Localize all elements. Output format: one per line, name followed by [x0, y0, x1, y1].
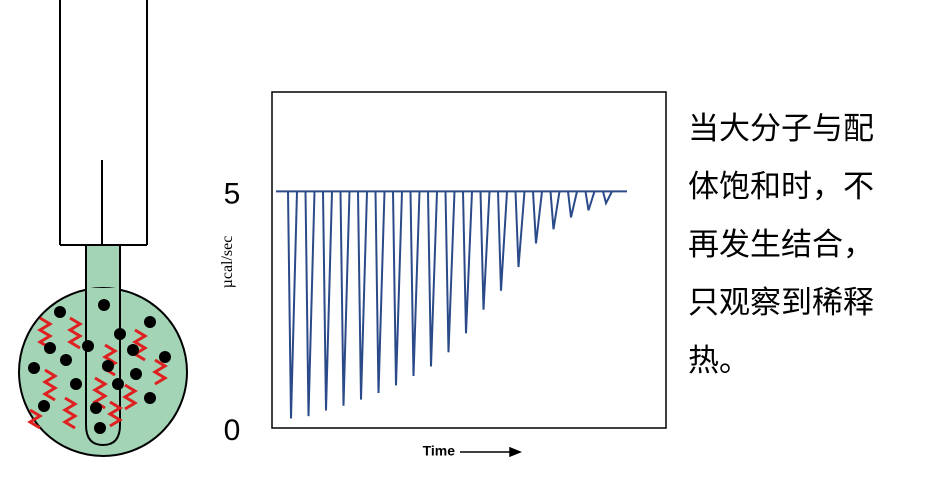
injection-peak — [567, 191, 578, 218]
injection-peak — [427, 191, 438, 367]
injection-peak — [374, 191, 386, 394]
y-tick-label: 5 — [224, 177, 241, 210]
caption-line: 当大分子与配 — [688, 111, 874, 147]
injection-peak — [462, 191, 473, 334]
y-tick-label: 0 — [224, 414, 241, 447]
injection-peak — [514, 191, 526, 268]
caption-line: 再发生结合， — [688, 227, 874, 263]
caption-line: 体饱和时，不 — [688, 169, 874, 205]
injection-peak — [444, 191, 456, 353]
injection-peak — [392, 191, 403, 386]
injection-peak — [479, 191, 491, 310]
y-axis-label: µcal/sec — [219, 236, 236, 289]
injection-peak — [532, 191, 543, 244]
injection-peak — [602, 190, 613, 207]
macromolecules — [28, 299, 171, 434]
injection-peak — [287, 191, 298, 419]
injection-peak — [322, 191, 333, 411]
plot-frame — [271, 91, 667, 429]
time-arrow — [460, 446, 523, 458]
cell-illustration — [18, 0, 188, 457]
injection-peak — [584, 191, 596, 211]
caption-line: 只观察到稀释 — [688, 285, 874, 321]
injection-peak — [409, 191, 421, 376]
injection-peak — [357, 191, 368, 400]
caption: 当大分子与配 体饱和时，不 再发生结合， 只观察到稀释 热。 — [688, 100, 928, 390]
injection-peak — [549, 191, 561, 230]
injection-peak — [497, 191, 508, 291]
injection-peak — [304, 191, 316, 417]
x-axis-label: Time — [423, 443, 456, 459]
injection-peak — [339, 191, 351, 406]
caption-line: 热。 — [688, 343, 750, 379]
